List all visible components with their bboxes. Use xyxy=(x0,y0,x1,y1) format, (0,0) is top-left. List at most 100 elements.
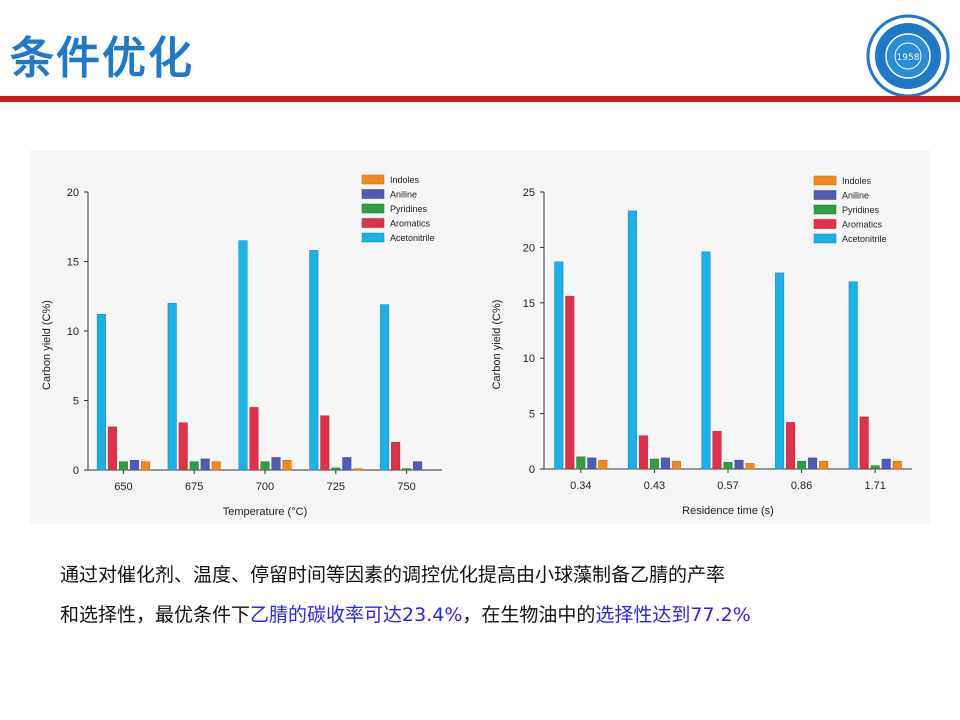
legend-label-indoles: Indoles xyxy=(390,175,420,185)
x-tick-label: 675 xyxy=(185,481,203,493)
bar-acetonitrile-0.86 xyxy=(775,272,785,470)
bar-aromatics-700 xyxy=(249,407,259,471)
caption-text-2c: ，在生物油中的 xyxy=(462,604,596,626)
bar-aniline-700 xyxy=(271,457,281,471)
legend-label-indoles: Indoles xyxy=(842,176,872,186)
legend-label-aromatics: Aromatics xyxy=(390,219,431,229)
y-tick-label: 5 xyxy=(529,409,535,421)
bar-aniline-650 xyxy=(129,460,139,471)
x-axis-label: Residence time (s) xyxy=(682,505,774,517)
y-tick-label: 0 xyxy=(73,465,79,477)
x-axis-label: Temperature (°C) xyxy=(223,506,307,518)
bar-aniline-0.34 xyxy=(587,457,597,470)
legend-label-aromatics: Aromatics xyxy=(842,220,883,230)
bar-pyridines-650 xyxy=(118,461,128,471)
x-tick-label: 0.57 xyxy=(717,480,738,492)
bar-aromatics-0.86 xyxy=(786,422,796,470)
legend-label-pyridines: Pyridines xyxy=(842,205,880,215)
seal-center xyxy=(885,33,931,79)
y-tick-label: 20 xyxy=(523,242,535,254)
bar-indoles-650 xyxy=(140,461,150,471)
bar-aniline-0.43 xyxy=(660,457,670,470)
x-tick-label: 0.43 xyxy=(644,480,665,492)
bar-pyridines-0.34 xyxy=(576,456,586,470)
legend-swatch-pyridines xyxy=(361,203,385,214)
bar-aromatics-0.34 xyxy=(565,295,575,470)
seal-year: 1958 xyxy=(897,53,920,63)
bar-indoles-0.86 xyxy=(819,460,829,470)
bar-indoles-1.71 xyxy=(892,460,902,470)
residence-time-chart: 0 5 10 15 20 25 Carbon yield (C%) 0.34 0.43 0.57 0… xyxy=(491,175,912,517)
bar-acetonitrile-700 xyxy=(238,240,248,471)
legend-label-acetonitrile: Acetonitrile xyxy=(390,233,435,243)
bar-aniline-750 xyxy=(413,461,423,471)
bar-acetonitrile-650 xyxy=(96,314,106,471)
y-tick-label: 15 xyxy=(523,298,535,310)
bar-aromatics-0.57 xyxy=(712,431,722,470)
y-tick-label: 20 xyxy=(67,187,79,199)
bar-aniline-675 xyxy=(200,458,210,471)
bar-pyridines-700 xyxy=(260,461,270,471)
caption-text-1: 通过对催化剂、温度、停留时间等因素的调控优化提高由小球藻制备乙腈的产率 xyxy=(60,564,726,586)
y-axis-label: Carbon yield (C%) xyxy=(491,300,503,390)
bar-pyridines-0.57 xyxy=(723,462,733,470)
slide-title: 条件优化 xyxy=(10,33,194,84)
bar-acetonitrile-0.34 xyxy=(554,261,564,470)
legend-swatch-aromatics xyxy=(813,219,837,229)
legend-label-pyridines: Pyridines xyxy=(390,204,428,214)
bar-aniline-0.86 xyxy=(808,457,818,470)
y-axis-label: Carbon yield (C%) xyxy=(41,300,53,390)
bar-pyridines-675 xyxy=(189,461,199,471)
seal-atom-orbit xyxy=(894,42,922,70)
bar-aromatics-750 xyxy=(391,441,401,471)
x-tick-label: 0.34 xyxy=(570,480,591,492)
bar-acetonitrile-725 xyxy=(309,250,319,471)
bar-acetonitrile-1.71 xyxy=(848,281,858,470)
bar-aniline-725 xyxy=(342,457,352,471)
bar-aniline-1.71 xyxy=(881,458,891,470)
legend-swatch-acetonitrile xyxy=(361,232,385,243)
bar-aromatics-1.71 xyxy=(859,416,869,470)
x-tick-label: 750 xyxy=(397,481,415,493)
x-tick-label: 725 xyxy=(327,481,345,493)
bar-acetonitrile-0.43 xyxy=(627,210,637,470)
legend-label-acetonitrile: Acetonitrile xyxy=(842,234,887,244)
caption-line-2: 和选择性，最优条件下乙腈的碳收率可达23.4%，在生物油中的选择性达到77.2% xyxy=(60,600,920,627)
y-tick-label: 0 xyxy=(529,464,535,476)
y-tick-label: 5 xyxy=(73,396,79,408)
caption-text-2a: 和选择性，最优条件下 xyxy=(60,604,251,626)
bar-acetonitrile-750 xyxy=(380,304,390,471)
legend-label-aniline: Aniline xyxy=(390,190,417,200)
university-seal-logo: 1958 xyxy=(866,14,950,98)
bar-pyridines-750 xyxy=(402,468,412,471)
y-tick-label: 25 xyxy=(523,187,535,199)
x-tick-label: 650 xyxy=(114,481,132,493)
bar-pyridines-0.86 xyxy=(797,460,807,470)
bar-aromatics-650 xyxy=(107,426,117,471)
charts-panel: 0 5 10 15 20 Carbon yield (C%) 650 675 700 725 750… xyxy=(30,150,930,524)
caption-line-1: 通过对催化剂、温度、停留时间等因素的调控优化提高由小球藻制备乙腈的产率 xyxy=(60,560,920,587)
x-tick-label: 1.71 xyxy=(864,480,885,492)
caption-highlight-yield: 乙腈的碳收率可达23.4% xyxy=(250,604,463,626)
y-tick-label: 10 xyxy=(67,326,79,338)
bar-aromatics-675 xyxy=(178,422,188,471)
bar-aromatics-0.43 xyxy=(638,435,648,470)
legend-label-aniline: Aniline xyxy=(842,191,869,201)
temperature-chart: 0 5 10 15 20 Carbon yield (C%) 650 675 700 725 750… xyxy=(41,174,442,518)
bar-aniline-0.57 xyxy=(734,459,744,470)
y-tick-label: 15 xyxy=(67,257,79,269)
legend-swatch-pyridines xyxy=(813,204,837,215)
bar-aromatics-725 xyxy=(320,415,330,471)
x-tick-label: 0.86 xyxy=(791,480,812,492)
legend-swatch-acetonitrile xyxy=(813,233,837,244)
bar-indoles-675 xyxy=(211,461,221,471)
bar-acetonitrile-0.57 xyxy=(701,251,711,470)
bar-indoles-0.57 xyxy=(745,463,755,470)
x-tick-label: 700 xyxy=(256,481,274,493)
legend-swatch-aniline xyxy=(813,190,837,200)
legend-swatch-aniline xyxy=(361,189,385,199)
legend-swatch-indoles xyxy=(361,174,385,185)
bar-indoles-0.43 xyxy=(671,460,681,470)
bar-pyridines-725 xyxy=(331,467,341,471)
legend-swatch-indoles xyxy=(813,175,837,186)
